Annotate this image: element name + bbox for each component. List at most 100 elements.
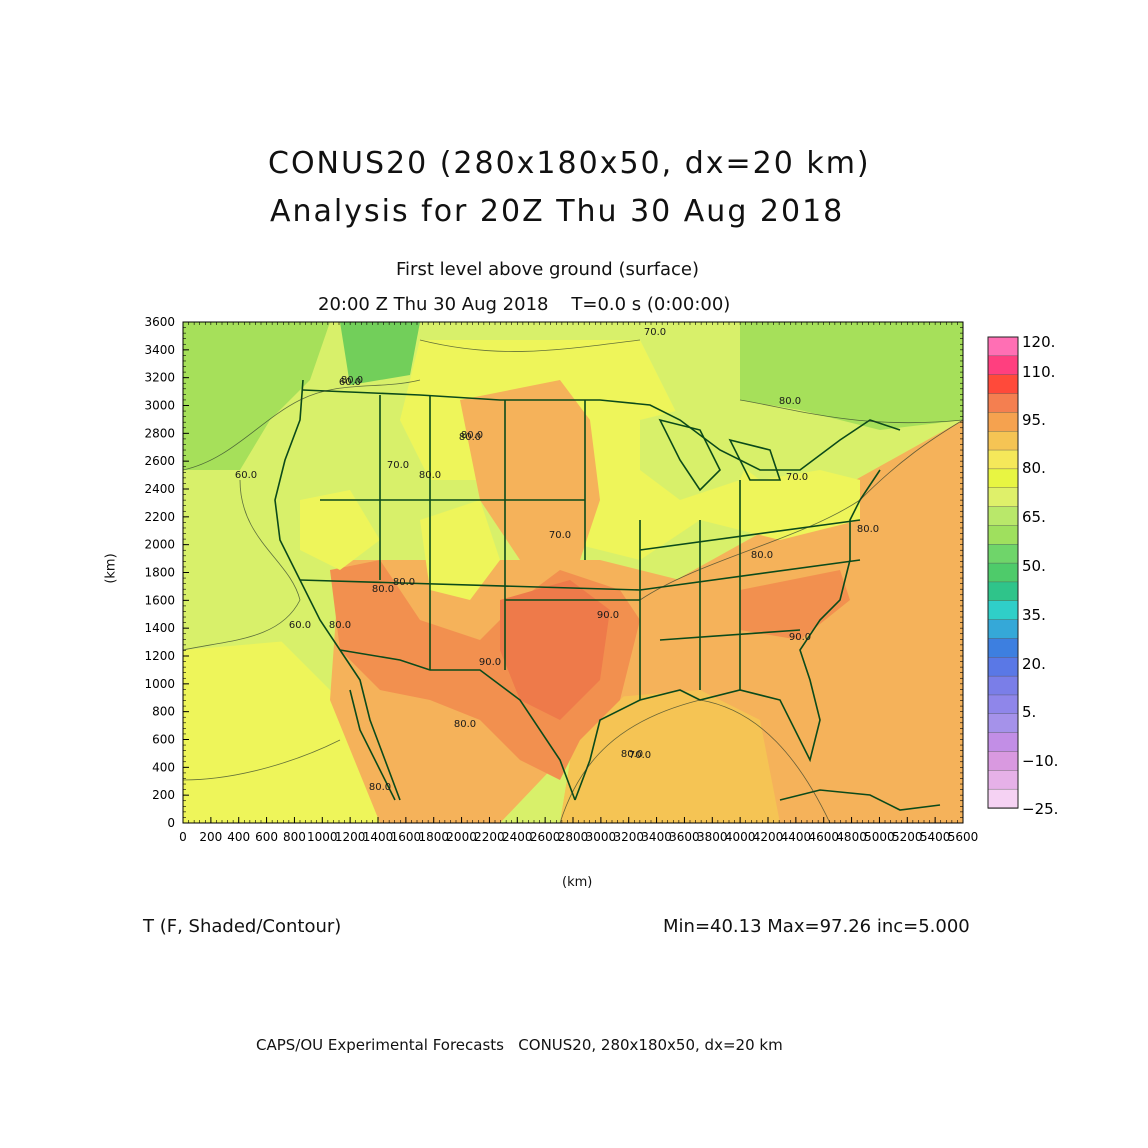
contour-label: 70.0 <box>644 327 666 338</box>
colorbar-swatch <box>987 374 1019 395</box>
axis-ticks: 0 200 400 600 800 100012001400160018002000220… <box>144 315 978 844</box>
contour-label: 80.0 <box>372 584 394 595</box>
x-tick-label: 1000 <box>307 830 338 844</box>
x-tick-label: 3800 <box>697 830 728 844</box>
colorbar-swatch <box>987 355 1019 376</box>
x-tick-label: 4200 <box>753 830 784 844</box>
credit-line: CAPS/OU Experimental Forecasts CONUS20, … <box>256 1036 783 1054</box>
colorbar-swatch <box>987 562 1019 583</box>
colorbar-swatch <box>987 336 1019 357</box>
field-stats: Min=40.13 Max=97.26 inc=5.000 <box>663 916 970 937</box>
great-basin-yellow <box>300 490 380 570</box>
pacific-yellow-region <box>183 640 380 823</box>
y-tick-label: 3000 <box>144 399 175 413</box>
x-axis-label: (km) <box>562 875 593 890</box>
colorbar-swatch <box>987 713 1019 734</box>
colorbar-label: 65. <box>1022 508 1046 526</box>
state-line-12 <box>659 629 801 641</box>
colorbar-swatch <box>987 694 1019 715</box>
title-line1: CONUS20 (280x180x50, dx=20 km) <box>268 146 871 181</box>
colorbar-label: 35. <box>1022 606 1046 624</box>
colorbar-label: 95. <box>1022 411 1046 429</box>
contour-label: 80.0 <box>461 430 483 441</box>
x-tick-label: 2000 <box>446 830 477 844</box>
title-line2: Analysis for 20Z Thu 30 Aug 2018 <box>270 194 845 229</box>
colorbar-label: 20. <box>1022 655 1046 673</box>
contour-label: 80.0 <box>419 470 441 481</box>
y-tick-label: 0 <box>167 816 175 830</box>
great-lakes <box>658 418 782 492</box>
y-tick-label: 600 <box>152 733 175 747</box>
colorbar-swatch <box>987 544 1019 564</box>
contour-label: 70.0 <box>786 472 808 483</box>
cuba-outline <box>779 789 941 811</box>
colorbar-frame <box>987 336 1019 809</box>
y-tick-label: 2600 <box>144 454 175 468</box>
x-tick-label: 4000 <box>725 830 756 844</box>
colorbar-label: 5. <box>1022 703 1036 721</box>
y-tick-label: 200 <box>152 788 175 802</box>
colorbar-swatch <box>987 732 1019 753</box>
y-tick-label: 800 <box>152 705 175 719</box>
contour-label: 70.0 <box>387 460 409 471</box>
colorbar-swatch <box>987 525 1019 545</box>
y-tick-label: 1600 <box>144 593 175 607</box>
contour-label: 80.0 <box>621 749 643 760</box>
x-tick-label: 3000 <box>586 830 617 844</box>
x-tick-label: 1600 <box>391 830 422 844</box>
y-tick-label: 1200 <box>144 649 175 663</box>
coastline-west <box>274 379 401 801</box>
y-tick-label: 3200 <box>144 371 175 385</box>
temperature-field <box>183 322 963 823</box>
y-tick-label: 3600 <box>144 315 175 329</box>
contour-label: 80.0 <box>857 524 879 535</box>
us-canada-border <box>302 389 901 471</box>
x-tick-label: 400 <box>227 830 250 844</box>
y-tick-label: 1400 <box>144 621 175 635</box>
x-tick-label: 4800 <box>836 830 867 844</box>
colorbar-swatch <box>987 619 1019 640</box>
state-line-11 <box>639 519 861 551</box>
y-tick-label: 2200 <box>144 510 175 524</box>
colorbar: 120. 110. 95. 80. 65. 50. 35. 20. 5. −10. −25. <box>987 333 1058 818</box>
colorbar-label: 80. <box>1022 459 1046 477</box>
contour-label: 80.0 <box>779 396 801 407</box>
nw-green <box>183 322 330 470</box>
colorbar-swatch <box>987 788 1019 809</box>
colorbar-label: −25. <box>1022 800 1058 818</box>
contour-label: 70.0 <box>549 530 571 541</box>
y-tick-label: 2000 <box>144 538 175 552</box>
field-description: T (F, Shaded/Contour) <box>143 916 342 937</box>
x-tick-label: 1400 <box>363 830 394 844</box>
colorbar-swatch <box>987 487 1019 508</box>
colorbar-swatch <box>987 468 1019 489</box>
texas-core <box>500 580 610 720</box>
y-tick-label: 1800 <box>144 566 175 580</box>
y-tick-label: 2400 <box>144 482 175 496</box>
contour-label-layer: 70.080.080.060.070.080.070.080.060.0 80.0… <box>235 327 879 793</box>
contour-label: 80.0 <box>329 620 351 631</box>
contour-label: 80.0 <box>751 550 773 561</box>
x-tick-label: 2400 <box>502 830 533 844</box>
colorbar-swatch <box>987 581 1019 602</box>
y-tick-label: 1000 <box>144 677 175 691</box>
subtitle-level: First level above ground (surface) <box>396 259 700 280</box>
contour-label: 80.0 <box>341 375 363 386</box>
x-tick-label: 800 <box>283 830 306 844</box>
great-lakes-region <box>640 400 760 500</box>
colorbar-swatch <box>987 449 1019 470</box>
x-tick-label: 0 <box>179 830 187 844</box>
contour-label: 60.0 <box>339 377 361 388</box>
x-tick-label: 4600 <box>808 830 839 844</box>
colorbar-swatch <box>987 751 1019 772</box>
gulf-region <box>560 690 780 823</box>
x-tick-label: 3600 <box>669 830 700 844</box>
y-tick-label: 3400 <box>144 343 175 357</box>
contour-label: 80.0 <box>369 782 391 793</box>
x-tick-label: 1200 <box>335 830 366 844</box>
carolina-hot <box>740 570 850 640</box>
colorbar-swatch <box>987 506 1019 527</box>
contour-lines <box>183 339 963 823</box>
ne-canada-green <box>740 322 963 430</box>
x-tick-label: 2600 <box>530 830 561 844</box>
